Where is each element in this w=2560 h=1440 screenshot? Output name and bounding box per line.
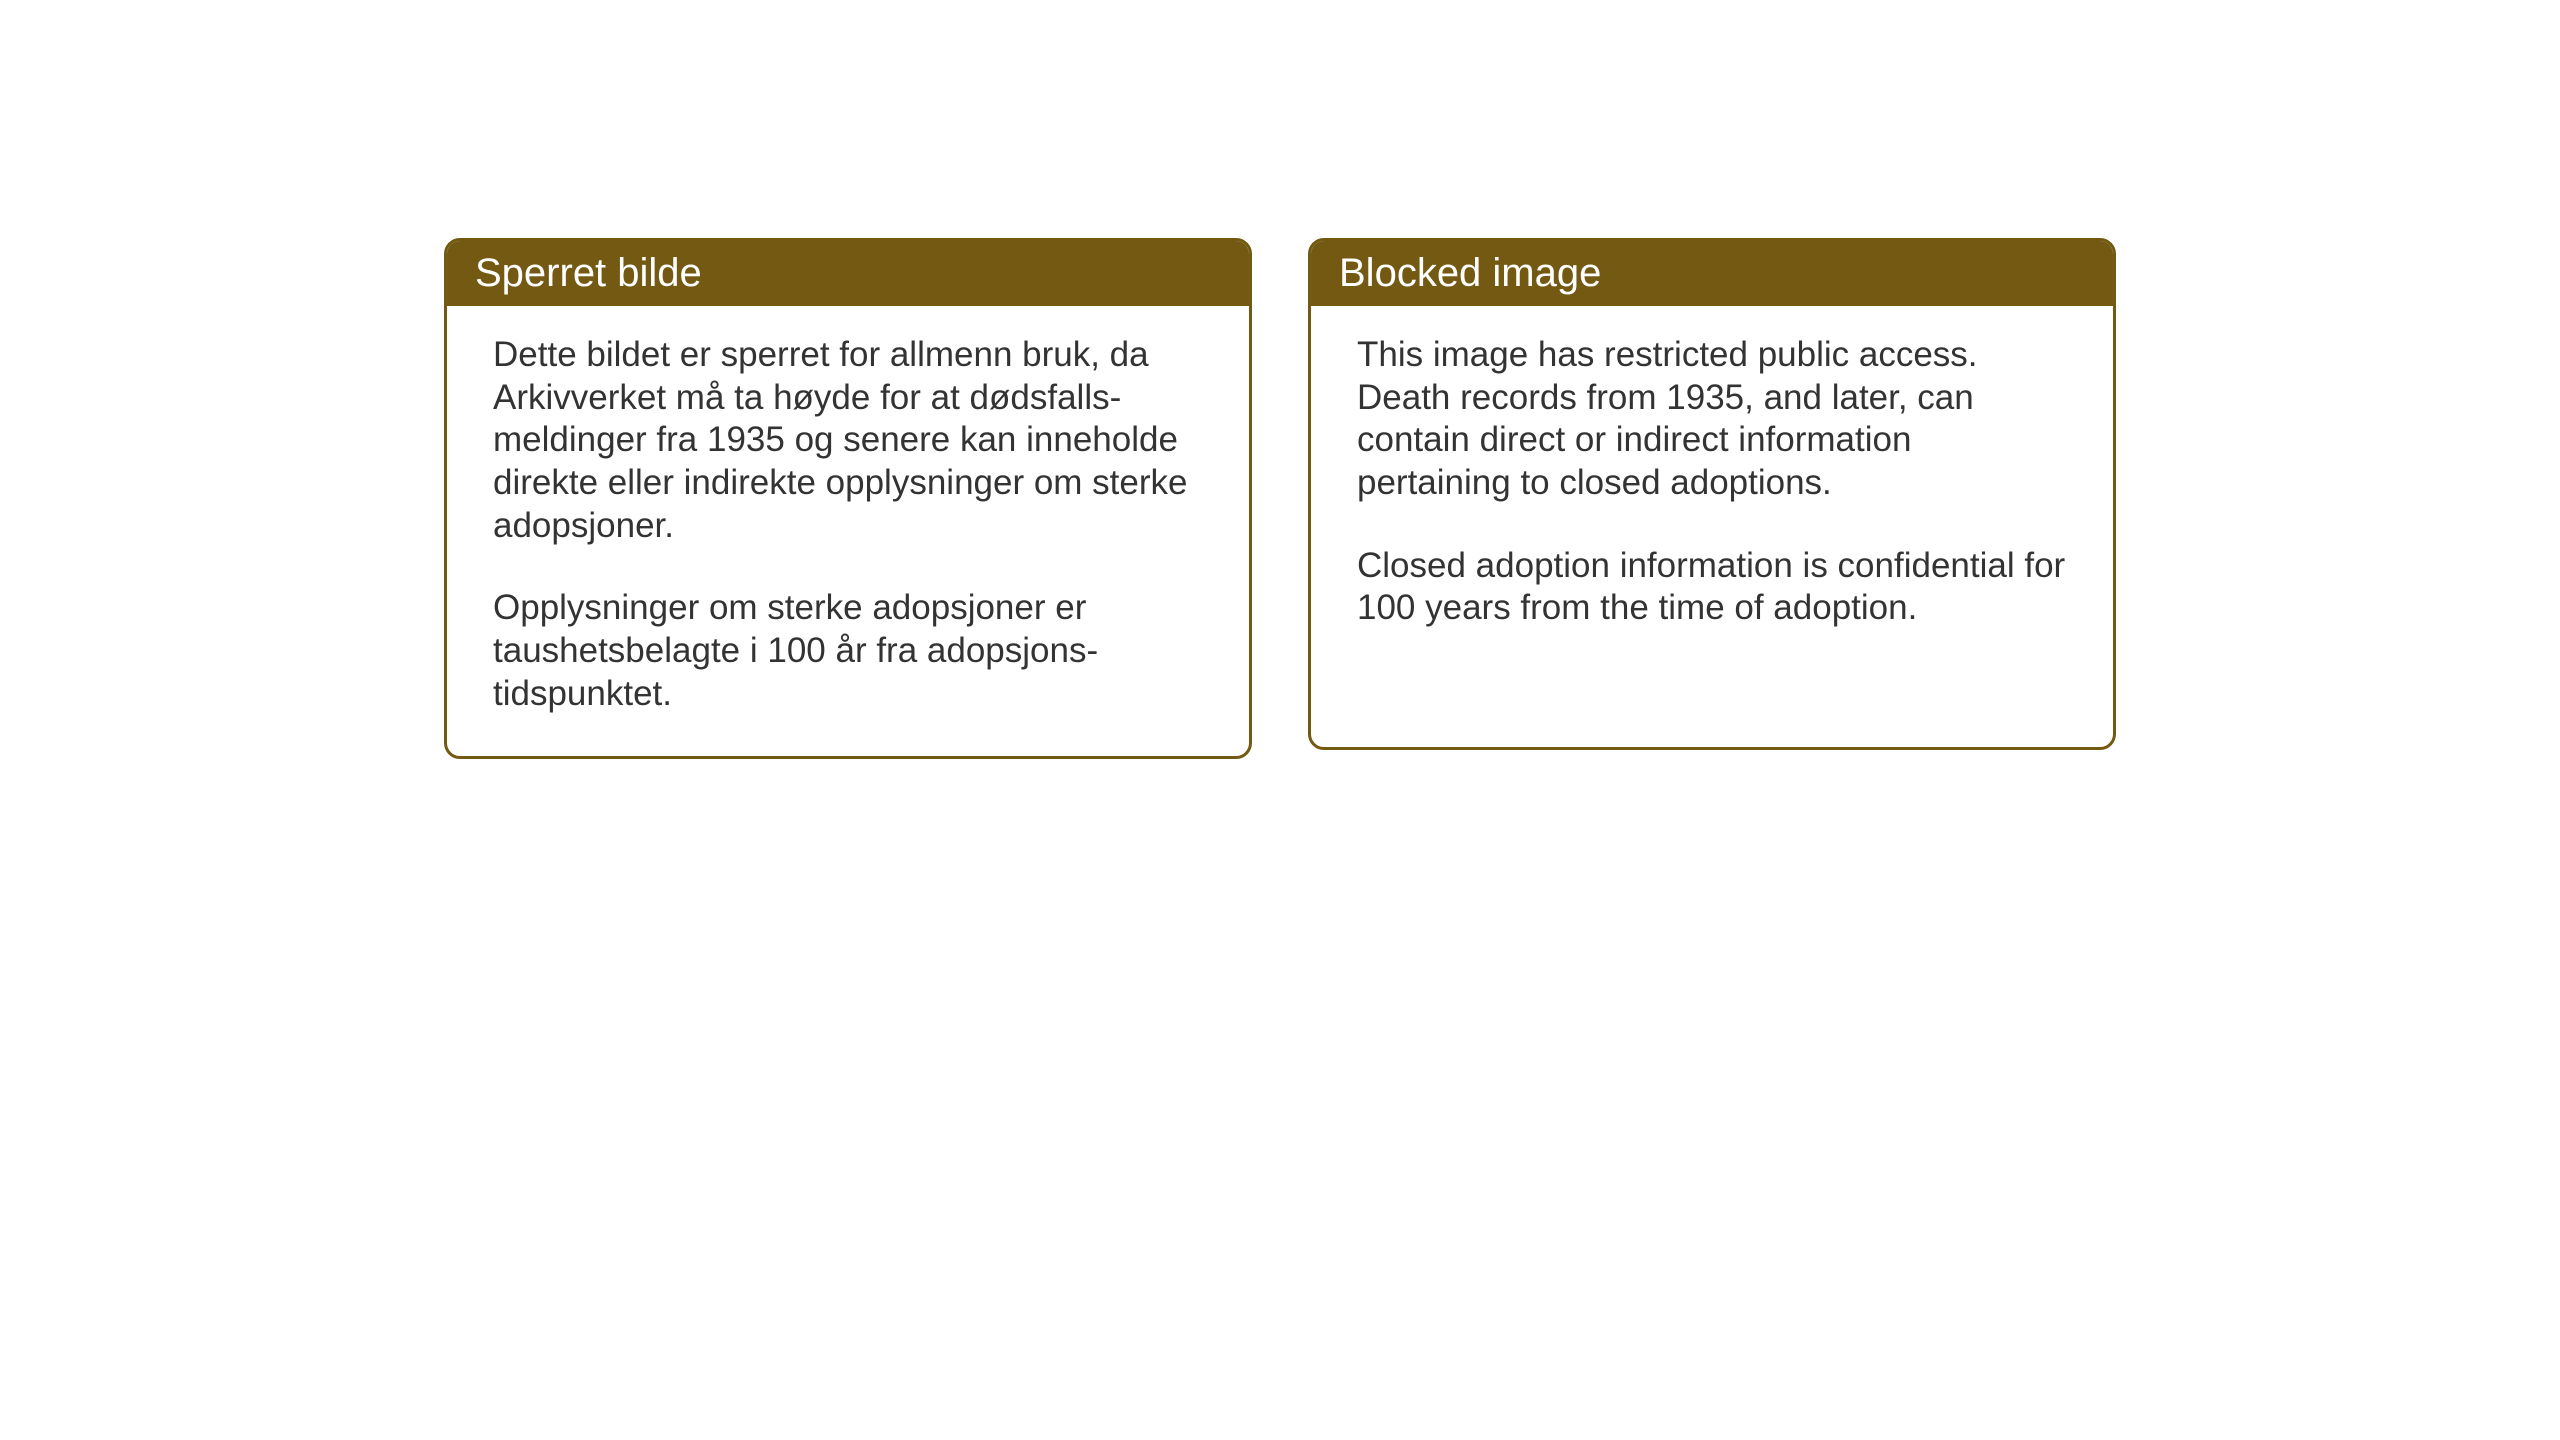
card-title-norwegian: Sperret bilde [475,251,702,295]
cards-container: Sperret bilde Dette bildet er sperret fo… [444,238,2116,759]
card-paragraph2-english: Closed adoption information is confident… [1357,545,2067,630]
card-header-norwegian: Sperret bilde [447,241,1249,306]
card-paragraph1-english: This image has restricted public access.… [1357,334,2067,505]
card-body-norwegian: Dette bildet er sperret for allmenn bruk… [447,306,1249,756]
card-header-english: Blocked image [1311,241,2113,306]
card-norwegian: Sperret bilde Dette bildet er sperret fo… [444,238,1252,759]
card-paragraph2-norwegian: Opplysninger om sterke adopsjoner er tau… [493,587,1203,715]
card-body-english: This image has restricted public access.… [1311,306,2113,670]
card-english: Blocked image This image has restricted … [1308,238,2116,750]
card-title-english: Blocked image [1339,251,1601,295]
card-paragraph1-norwegian: Dette bildet er sperret for allmenn bruk… [493,334,1203,547]
